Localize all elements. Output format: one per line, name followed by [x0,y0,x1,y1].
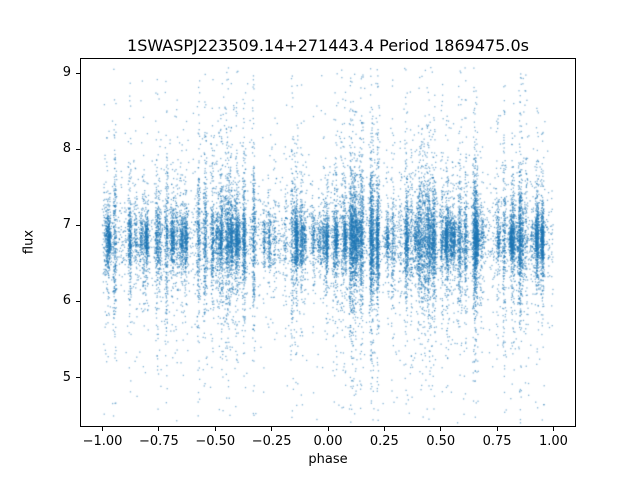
y-tick-mark [76,72,80,74]
x-tick-mark [327,427,329,431]
x-tick-label: 0.50 [426,434,456,449]
y-tick-label: 9 [62,65,71,81]
y-tick-mark [76,148,80,150]
x-tick-label: 0.75 [482,434,512,449]
x-tick-label: −1.00 [82,434,123,449]
x-tick-label: 0.00 [313,434,343,449]
x-tick-label: −0.50 [195,434,236,449]
y-tick-label: 8 [62,141,71,157]
x-tick-label: −0.25 [251,434,292,449]
plot-area [80,58,576,427]
scatter-points-canvas [81,59,575,426]
x-axis-label: phase [308,452,348,467]
x-tick-label: 1.00 [538,434,568,449]
y-tick-mark [76,377,80,379]
x-tick-mark [271,427,273,431]
chart-title: 1SWASPJ223509.14+271443.4 Period 1869475… [127,36,529,55]
x-tick-mark [552,427,554,431]
x-tick-mark [440,427,442,431]
x-tick-mark [496,427,498,431]
x-tick-label: 0.25 [369,434,399,449]
y-tick-mark [76,224,80,226]
x-tick-mark [102,427,104,431]
y-tick-label: 6 [62,293,71,309]
y-axis-label: flux [21,229,37,255]
y-tick-label: 5 [62,369,71,385]
x-tick-label: −0.75 [138,434,179,449]
x-tick-mark [383,427,385,431]
x-tick-mark [214,427,216,431]
y-tick-mark [76,300,80,302]
x-tick-mark [158,427,160,431]
y-tick-label: 7 [62,217,71,233]
